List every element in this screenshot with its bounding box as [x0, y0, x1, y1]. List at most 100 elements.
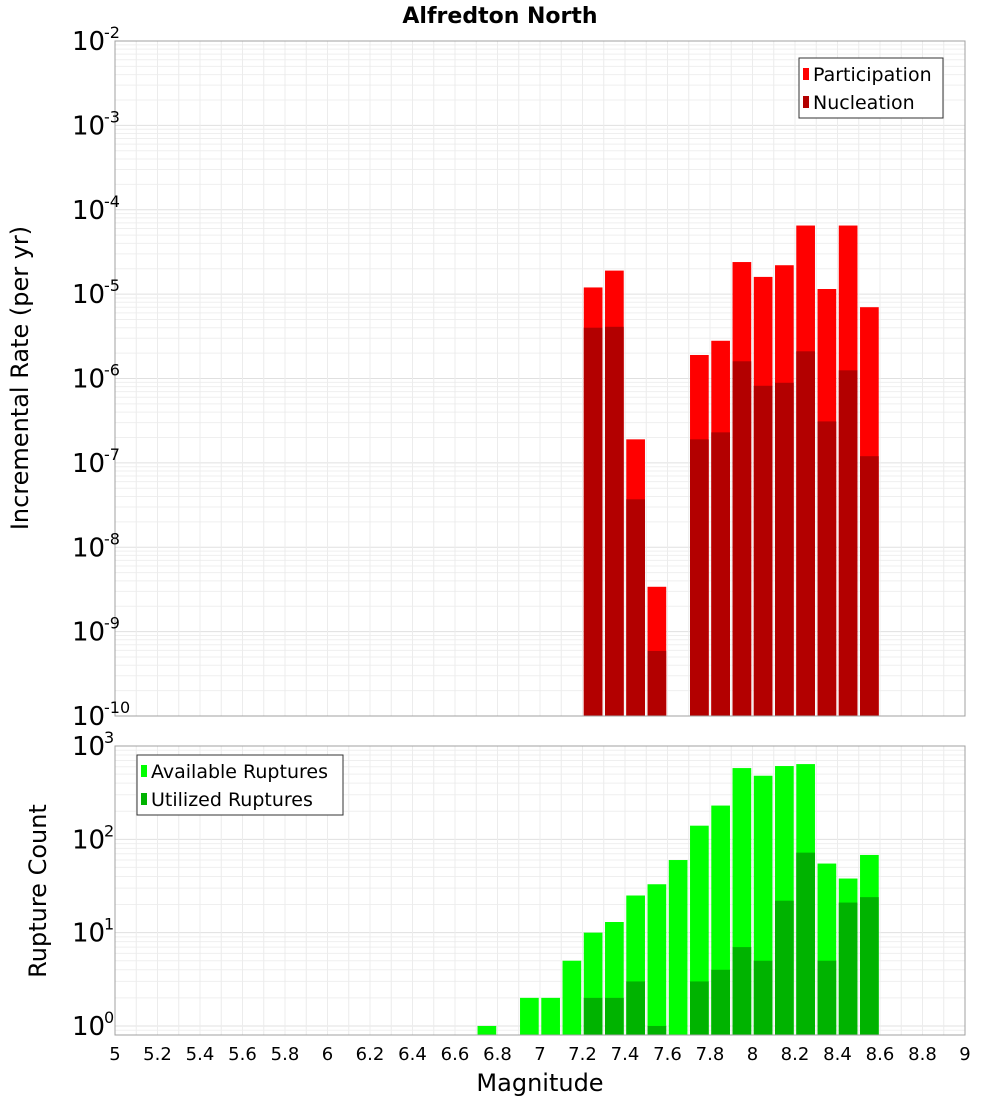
- x-tick-label: 5: [109, 1044, 120, 1065]
- bar-available-ruptures: [520, 997, 539, 1035]
- bar-utilized-ruptures: [732, 947, 752, 1035]
- x-tick-label: 8.8: [908, 1044, 937, 1065]
- top-y-axis-label: Incremental Rate (per yr): [6, 226, 34, 530]
- bottom-y-axis-label: Rupture Count: [24, 804, 52, 978]
- bar-available-ruptures: [541, 997, 560, 1035]
- y-tick-exponent: -3: [104, 107, 120, 126]
- bar-utilized-ruptures: [796, 852, 815, 1035]
- x-tick-label: 7: [534, 1044, 545, 1065]
- y-tick-exponent: -9: [104, 614, 120, 633]
- legend-box: [798, 57, 944, 119]
- y-tick-label: 101: [72, 915, 114, 949]
- bar-nucleation: [838, 370, 858, 716]
- x-tick-label: 5.8: [271, 1044, 300, 1065]
- x-axis-label: Magnitude: [476, 1069, 603, 1097]
- y-tick-base: 10: [72, 196, 105, 226]
- y-tick-label: 10-6: [72, 361, 120, 395]
- x-tick-label: 8.2: [781, 1044, 810, 1065]
- bar-available-ruptures: [477, 1025, 497, 1035]
- bar-nucleation: [711, 432, 730, 716]
- y-tick-label: 10-9: [72, 614, 120, 648]
- y-tick-base: 10: [72, 919, 105, 949]
- bar-nucleation: [732, 361, 752, 716]
- bar-nucleation: [753, 385, 773, 716]
- y-tick-exponent: -7: [104, 445, 120, 464]
- bar-nucleation: [817, 421, 837, 716]
- bar-utilized-ruptures: [817, 960, 837, 1035]
- bar-available-ruptures: [647, 884, 667, 1035]
- x-tick-label: 7.4: [611, 1044, 640, 1065]
- legend-swatch: [803, 96, 809, 108]
- bar-utilized-ruptures: [605, 997, 624, 1035]
- x-tick-label: 9: [959, 1044, 970, 1065]
- bar-nucleation: [775, 382, 794, 716]
- legend-box: [136, 754, 344, 816]
- bar-nucleation: [583, 327, 603, 716]
- x-tick-label: 6.2: [356, 1044, 385, 1065]
- x-tick-label: 5.4: [186, 1044, 215, 1065]
- bar-nucleation: [647, 650, 667, 716]
- bottom-plot-frame: [114, 745, 966, 1036]
- bar-utilized-ruptures: [838, 902, 858, 1035]
- x-tick-label: 8.4: [823, 1044, 852, 1065]
- x-tick-label: 7.6: [653, 1044, 682, 1065]
- y-tick-label: 10-3: [72, 107, 120, 141]
- x-tick-label: 5.2: [143, 1044, 172, 1065]
- legend-label: Available Ruptures: [151, 761, 328, 783]
- top-plot-grid: [114, 41, 966, 717]
- y-tick-base: 10: [72, 111, 105, 141]
- bar-available-ruptures: [668, 860, 688, 1035]
- y-tick-base: 10: [72, 365, 105, 395]
- x-tick-label: 8.6: [866, 1044, 895, 1065]
- bar-available-ruptures: [562, 960, 582, 1035]
- bottom-plot-bars: [477, 764, 879, 1035]
- y-tick-base: 10: [72, 1012, 105, 1042]
- bar-utilized-ruptures: [753, 960, 773, 1035]
- y-tick-base: 10: [72, 280, 105, 310]
- y-tick-label: 10-8: [72, 529, 120, 563]
- top-plot-frame: [114, 40, 966, 717]
- bar-utilized-ruptures: [583, 997, 603, 1035]
- y-tick-label: 100: [72, 1008, 114, 1042]
- y-tick-label: 10-10: [72, 698, 130, 732]
- bar-utilized-ruptures: [775, 900, 794, 1035]
- bar-utilized-ruptures: [647, 1025, 667, 1035]
- y-tick-exponent: -10: [104, 698, 130, 717]
- top-legend: Participation Nucleation: [798, 57, 944, 119]
- bar-utilized-ruptures: [690, 981, 709, 1035]
- x-ticks: 5 5.2 5.4 5.6 5.8 6 6.2 6.4 6.6 6.8 7 7.2 7.4 7.6 7.8 8…: [109, 1044, 970, 1065]
- bar-nucleation: [796, 351, 815, 716]
- y-tick-exponent: -5: [104, 276, 120, 295]
- legend-swatch: [141, 765, 147, 777]
- bar-utilized-ruptures: [860, 897, 879, 1035]
- x-tick-label: 6.8: [483, 1044, 512, 1065]
- y-tick-exponent: 0: [104, 1008, 114, 1027]
- x-tick-label: 8: [747, 1044, 758, 1065]
- y-tick-label: 10-7: [72, 445, 120, 479]
- bar-nucleation: [690, 439, 709, 716]
- y-tick-base: 10: [72, 732, 105, 762]
- top-plot-bars: [583, 225, 879, 716]
- y-tick-label: 103: [72, 728, 114, 762]
- x-tick-label: 6.4: [398, 1044, 427, 1065]
- chart-title: Alfredton North: [402, 4, 597, 29]
- top-y-ticks: 10-210-310-410-510-610-710-810-910-10: [72, 23, 130, 732]
- legend-swatch: [141, 793, 147, 805]
- bar-utilized-ruptures: [711, 969, 730, 1035]
- y-tick-base: 10: [72, 618, 105, 648]
- y-tick-exponent: 3: [104, 728, 114, 747]
- legend-swatch: [803, 68, 809, 80]
- y-tick-base: 10: [72, 27, 105, 57]
- y-tick-label: 10-4: [72, 192, 120, 226]
- y-tick-exponent: -6: [104, 361, 120, 380]
- y-tick-base: 10: [72, 702, 105, 732]
- legend-label: Nucleation: [813, 92, 915, 114]
- x-tick-label: 6.6: [441, 1044, 470, 1065]
- y-tick-label: 102: [72, 821, 114, 855]
- y-tick-label: 10-2: [72, 23, 120, 57]
- x-tick-label: 6: [322, 1044, 333, 1065]
- y-tick-exponent: -4: [104, 192, 120, 211]
- y-tick-base: 10: [72, 533, 105, 563]
- y-tick-exponent: 2: [104, 821, 114, 840]
